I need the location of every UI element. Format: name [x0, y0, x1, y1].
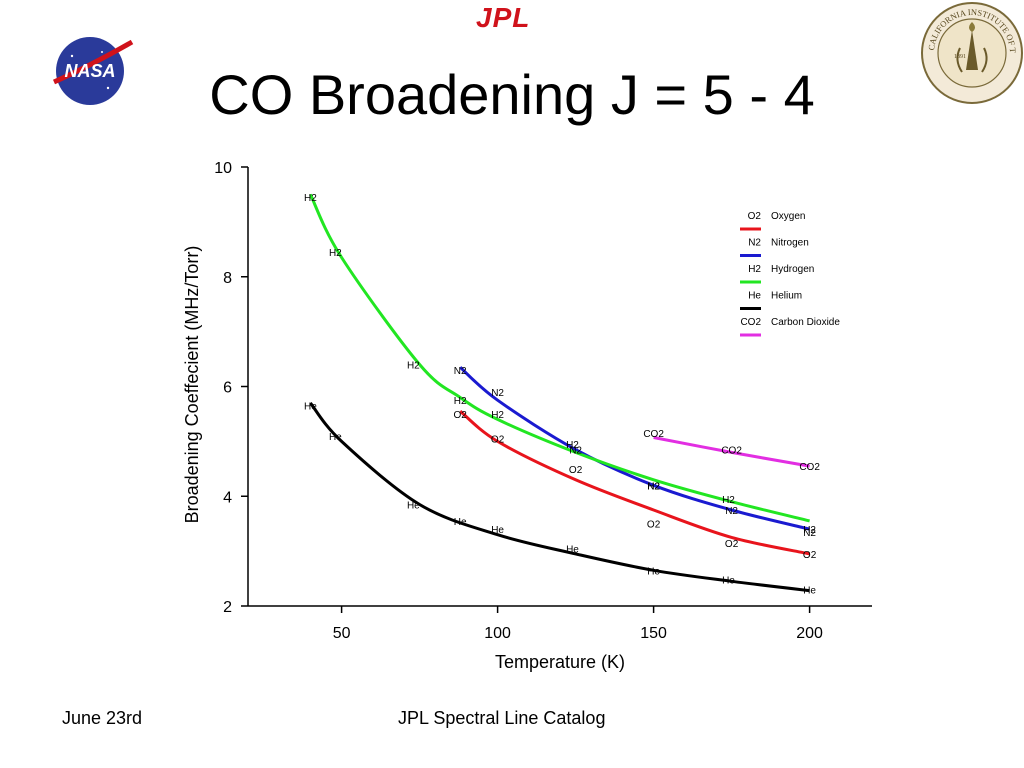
- data-point-h2: H2: [491, 410, 504, 421]
- data-point-o2: O2: [453, 410, 467, 421]
- x-tick-label: 150: [640, 625, 667, 642]
- caltech-seal-year: 1891: [954, 54, 966, 60]
- data-point-n2: N2: [803, 528, 816, 539]
- caltech-seal: CALIFORNIA INSTITUTE OF TECHNOLOGY 1891: [920, 0, 1023, 104]
- slide-title: CO Broadening J = 5 - 4: [209, 63, 815, 126]
- data-point-n2: N2: [725, 506, 738, 517]
- y-tick-label: 4: [223, 489, 232, 506]
- y-tick-label: 6: [223, 380, 232, 397]
- jpl-logo: JPL: [476, 2, 531, 33]
- data-point-n2: N2: [569, 446, 582, 457]
- footer-date: June 23rd: [62, 708, 143, 728]
- data-point-o2: O2: [569, 465, 583, 476]
- y-tick-label: 10: [214, 160, 232, 177]
- series-line-h2: [309, 193, 810, 523]
- data-point-h2: H2: [566, 440, 579, 451]
- footer-center: JPL Spectral Line Catalog: [398, 708, 606, 728]
- nasa-logo-text: NASA: [64, 61, 115, 81]
- data-point-co2: CO2: [799, 462, 820, 473]
- data-point-h2: H2: [803, 525, 816, 536]
- series-line-o2: [459, 410, 810, 556]
- data-point-h2: H2: [407, 361, 420, 372]
- x-tick-label: 50: [333, 625, 351, 642]
- data-point-he: He: [647, 566, 660, 577]
- data-point-he: He: [454, 517, 467, 528]
- data-point-n2: N2: [454, 366, 467, 377]
- y-tick-label: 8: [223, 270, 232, 287]
- legend-label-o2: Oxygen: [771, 211, 805, 222]
- y-axis-label: Broadening Coeffecient (MHz/Torr): [182, 246, 202, 524]
- data-point-n2: N2: [491, 388, 504, 399]
- x-axis-label: Temperature (K): [495, 652, 625, 672]
- legend-key-co2: CO2: [740, 317, 761, 328]
- data-point-he: He: [803, 586, 816, 597]
- legend-key-n2: N2: [748, 238, 761, 249]
- legend-key-h2: H2: [748, 264, 761, 275]
- data-point-o2: O2: [725, 539, 739, 550]
- data-point-he: He: [329, 432, 342, 443]
- data-point-he: He: [407, 500, 420, 511]
- legend: O2 Oxygen N2 Nitrogen H2 Hydrogen He Helium CO2 C…: [740, 211, 840, 337]
- data-point-n2: N2: [647, 481, 660, 492]
- series-line-n2: [459, 366, 810, 531]
- legend-label-he: Helium: [771, 291, 802, 302]
- data-point-h2: H2: [304, 193, 317, 204]
- x-tick-label: 200: [796, 625, 823, 642]
- y-tick-label: 2: [223, 599, 232, 616]
- legend-label-h2: Hydrogen: [771, 264, 814, 275]
- data-point-h2: H2: [454, 396, 467, 407]
- data-point-he: He: [491, 525, 504, 536]
- legend-key-he: He: [748, 291, 761, 302]
- legend-label-n2: Nitrogen: [771, 238, 809, 249]
- data-point-o2: O2: [803, 550, 817, 561]
- legend-key-o2: O2: [748, 211, 762, 222]
- series-line-he: [309, 402, 810, 593]
- data-point-co2: CO2: [721, 446, 742, 457]
- data-point-o2: O2: [647, 520, 661, 531]
- series-line-co2: [653, 436, 810, 468]
- data-point-he: He: [304, 402, 317, 413]
- data-point-h2: H2: [647, 481, 660, 492]
- data-point-h2: H2: [722, 495, 735, 506]
- nasa-logo: NASA: [52, 37, 134, 105]
- legend-label-co2: Carbon Dioxide: [771, 317, 840, 328]
- data-point-o2: O2: [491, 435, 505, 446]
- data-point-he: He: [722, 576, 735, 587]
- data-point-he: He: [566, 544, 579, 555]
- x-tick-label: 100: [484, 625, 511, 642]
- data-point-co2: CO2: [643, 429, 664, 440]
- data-point-h2: H2: [329, 248, 342, 259]
